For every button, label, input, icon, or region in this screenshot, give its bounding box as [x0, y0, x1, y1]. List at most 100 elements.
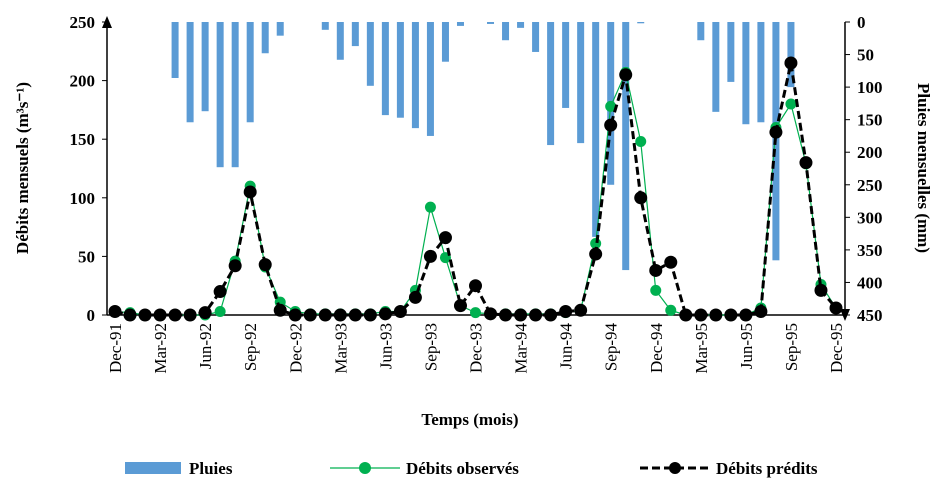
- bar: [592, 22, 600, 237]
- legend-item: Débits observés: [330, 459, 519, 478]
- y2-tick-label: 100: [857, 78, 883, 97]
- point: [694, 308, 708, 322]
- x-tick-label: Dec-91: [106, 323, 125, 373]
- point: [784, 56, 798, 70]
- point: [138, 308, 152, 322]
- legend-label: Débits prédits: [716, 459, 818, 478]
- bar: [547, 22, 555, 146]
- legend-marker: [669, 462, 681, 474]
- point: [605, 100, 617, 112]
- y-tick-label: 250: [70, 13, 96, 32]
- point: [168, 308, 182, 322]
- x-tick-label: Mar-94: [512, 323, 531, 374]
- x-tick-label: Mar-93: [331, 323, 350, 374]
- bar: [261, 22, 269, 54]
- point: [574, 303, 588, 317]
- point: [288, 308, 302, 322]
- x-tick-label: Sep-95: [782, 323, 801, 371]
- point: [499, 308, 513, 322]
- bar: [171, 22, 179, 78]
- point: [619, 68, 633, 82]
- point: [243, 185, 257, 199]
- point: [470, 307, 481, 319]
- bar: [246, 22, 254, 123]
- bar: [502, 22, 510, 41]
- point: [333, 308, 347, 322]
- point: [559, 304, 573, 318]
- y-tick-label: 200: [70, 72, 96, 91]
- point: [514, 308, 528, 322]
- bar: [712, 22, 720, 112]
- point: [228, 259, 242, 273]
- point: [393, 304, 407, 318]
- y2-tick-label: 50: [857, 46, 874, 65]
- y2-tick-label: 450: [857, 306, 883, 325]
- point: [665, 304, 677, 316]
- legend-label: Pluies: [189, 459, 233, 478]
- bar: [622, 22, 630, 271]
- point: [258, 258, 272, 272]
- y-tick-label: 0: [87, 306, 96, 325]
- x-tick-label: Jun-95: [737, 323, 756, 369]
- bar: [231, 22, 239, 168]
- y2-tick-label: 250: [857, 176, 883, 195]
- x-tick-label: Dec-93: [467, 323, 486, 373]
- point: [709, 308, 723, 322]
- point: [589, 247, 603, 261]
- bar: [186, 22, 194, 123]
- bar: [757, 22, 765, 123]
- y-tick-label: 50: [78, 247, 95, 266]
- point: [438, 231, 452, 245]
- bar: [276, 22, 284, 36]
- point: [724, 308, 738, 322]
- point: [214, 305, 226, 317]
- bar: [532, 22, 540, 52]
- legend-item: Débits prédits: [640, 459, 818, 478]
- bar: [201, 22, 209, 112]
- x-tick-label: Dec-92: [286, 323, 305, 373]
- point: [378, 307, 392, 321]
- bar: [577, 22, 585, 144]
- point: [544, 308, 558, 322]
- point: [363, 308, 377, 322]
- point: [273, 303, 287, 317]
- bar: [697, 22, 705, 41]
- bar: [216, 22, 224, 168]
- point: [453, 299, 467, 313]
- point: [348, 308, 362, 322]
- point: [634, 191, 648, 205]
- point: [769, 125, 783, 139]
- point: [318, 308, 332, 322]
- x-tick-label: Sep-92: [241, 323, 260, 371]
- point: [424, 201, 436, 213]
- point: [529, 308, 543, 322]
- point: [153, 308, 167, 322]
- y2-tick-label: 350: [857, 241, 883, 260]
- point: [635, 136, 647, 148]
- point: [213, 285, 227, 299]
- point: [108, 304, 122, 318]
- point: [754, 304, 768, 318]
- point: [469, 279, 482, 293]
- x-tick-label: Dec-95: [827, 323, 846, 373]
- bar: [366, 22, 374, 86]
- y-tick-label: 100: [70, 189, 96, 208]
- point: [799, 156, 813, 170]
- y2-tick-label: 150: [857, 111, 883, 130]
- x-tick-label: Jun-93: [376, 323, 395, 369]
- y2-tick-label: 400: [857, 273, 883, 292]
- point: [814, 283, 828, 297]
- point: [423, 249, 437, 263]
- point: [484, 307, 498, 321]
- bar: [426, 22, 434, 136]
- y2-tick-label: 300: [857, 208, 883, 227]
- y2-axis-title: Pluies mensuelles (mm): [914, 83, 933, 253]
- point: [785, 98, 797, 110]
- point: [183, 308, 197, 322]
- point: [650, 284, 662, 296]
- x-tick-label: Mar-95: [692, 323, 711, 374]
- y-tick-label: 150: [70, 130, 96, 149]
- x-tick-label: Jun-94: [557, 323, 576, 370]
- point: [303, 308, 317, 322]
